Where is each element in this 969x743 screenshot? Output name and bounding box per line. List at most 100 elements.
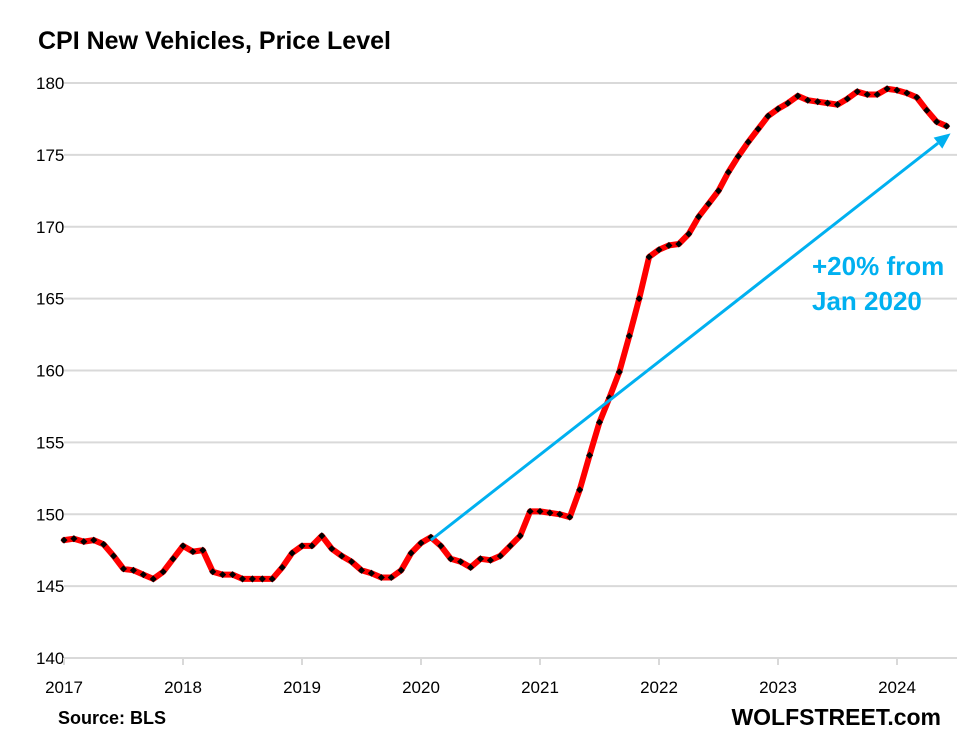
data-point — [278, 563, 286, 571]
data-point — [219, 571, 227, 579]
data-point — [268, 575, 276, 583]
data-point — [774, 105, 782, 113]
series-line-group — [60, 85, 951, 583]
x-tick-label: 2020 — [402, 678, 440, 697]
y-tick-label: 175 — [36, 146, 64, 165]
x-axis: 2017 2018 2019 2020 2021 2022 2023 2024 — [45, 657, 957, 697]
data-point — [556, 510, 564, 518]
data-point — [159, 568, 167, 576]
chart-title: CPI New Vehicles, Price Level — [38, 27, 391, 55]
data-point — [645, 253, 653, 261]
x-tick-label: 2022 — [640, 678, 678, 697]
data-point — [447, 555, 455, 563]
data-point — [298, 542, 306, 550]
data-point — [724, 168, 732, 176]
data-point — [328, 545, 336, 553]
data-point — [496, 552, 504, 560]
y-tick-label: 150 — [36, 505, 64, 524]
data-point — [804, 96, 812, 104]
data-point — [357, 566, 366, 574]
data-point — [625, 332, 633, 340]
y-tick-label: 160 — [36, 362, 64, 381]
data-point — [308, 542, 316, 550]
data-point — [60, 536, 68, 544]
data-point — [784, 99, 792, 107]
data-point — [893, 86, 901, 94]
data-point — [744, 138, 752, 146]
data-point — [695, 213, 703, 221]
data-point — [764, 112, 772, 120]
data-point — [348, 558, 356, 566]
gridlines — [64, 82, 957, 588]
data-point — [833, 101, 842, 109]
data-point — [754, 125, 762, 133]
y-tick-label: 180 — [36, 74, 64, 93]
data-point — [615, 368, 623, 376]
y-tick-label: 170 — [36, 218, 64, 237]
data-point — [536, 507, 544, 515]
data-point — [258, 575, 266, 583]
data-point — [853, 88, 861, 96]
annotation-text-line: +20% from — [812, 251, 944, 281]
data-point — [417, 539, 425, 547]
data-point — [110, 552, 118, 560]
data-point — [595, 418, 604, 426]
data-point — [734, 152, 742, 160]
data-point — [546, 509, 554, 517]
data-point — [566, 513, 574, 521]
data-point — [506, 542, 514, 550]
data-point — [635, 295, 643, 303]
x-tick-label: 2017 — [45, 678, 83, 697]
data-point — [377, 573, 385, 582]
y-tick-label: 165 — [36, 290, 64, 309]
data-point — [863, 90, 871, 99]
data-point — [139, 571, 147, 579]
data-point — [169, 555, 177, 563]
data-point — [685, 230, 693, 238]
data-point — [119, 565, 128, 573]
data-point — [238, 575, 247, 583]
data-point — [437, 542, 445, 550]
data-point — [714, 187, 723, 195]
data-point — [457, 558, 465, 566]
y-tick-label: 155 — [36, 433, 64, 452]
data-point — [933, 118, 941, 126]
data-point — [387, 573, 395, 582]
data-point — [199, 546, 207, 554]
data-point — [338, 552, 346, 560]
data-point — [129, 566, 137, 574]
data-point — [149, 575, 157, 583]
data-point — [814, 98, 822, 106]
data-point — [209, 568, 217, 576]
data-point — [675, 240, 683, 248]
x-tick-label: 2023 — [759, 678, 797, 697]
data-point — [873, 90, 881, 99]
data-point — [476, 555, 485, 563]
data-point — [665, 241, 673, 249]
y-tick-label: 145 — [36, 577, 64, 596]
data-point — [516, 532, 524, 540]
y-tick-label: 140 — [36, 649, 64, 668]
data-point — [288, 549, 296, 557]
annotation-group: +20% from Jan 2020 — [429, 133, 951, 542]
data-point — [903, 89, 911, 97]
data-point — [655, 246, 663, 254]
data-point — [367, 569, 375, 577]
x-tick-label: 2021 — [521, 678, 559, 697]
data-point — [913, 93, 921, 101]
source-label: Source: BLS — [58, 708, 166, 728]
data-point — [794, 92, 802, 100]
data-point — [80, 538, 88, 546]
data-point — [843, 95, 851, 103]
data-point — [824, 99, 832, 107]
data-point — [70, 535, 78, 543]
annotation-arrow-line — [429, 141, 939, 542]
data-point — [526, 507, 534, 515]
data-point — [100, 540, 108, 548]
data-point — [576, 486, 584, 494]
data-point — [586, 451, 594, 459]
data-point — [943, 122, 951, 130]
annotation-text-line: Jan 2020 — [812, 286, 922, 316]
data-point — [397, 566, 405, 574]
